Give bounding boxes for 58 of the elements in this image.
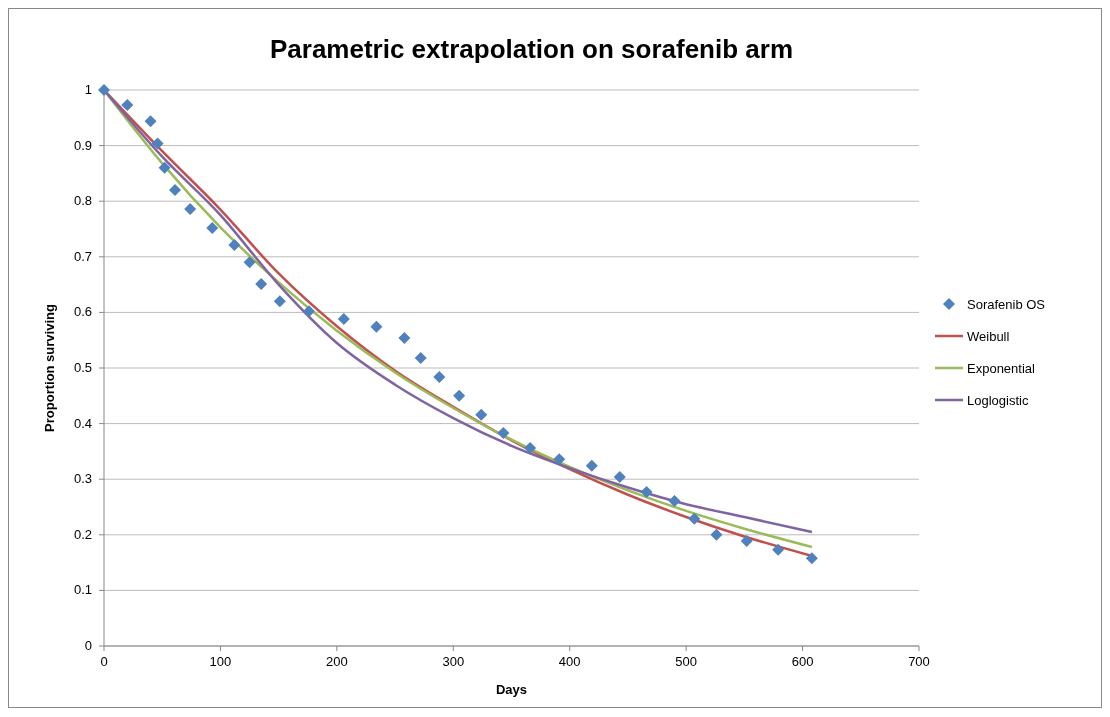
x-tick-label: 100 [209,654,232,669]
point [553,453,566,466]
point [453,389,466,402]
x-tick-label: 600 [791,654,814,669]
point [772,543,785,556]
point [169,184,182,197]
legend-label: Sorafenib OS [967,297,1046,312]
point [497,427,510,440]
y-axis-title: Proportion surviving [42,304,57,432]
point [740,534,753,547]
point [710,528,723,541]
y-tick-label: 0.8 [73,193,92,209]
point [475,408,488,421]
y-tick-label: 0.1 [73,582,92,598]
y-tick-label: 0.9 [73,137,92,153]
point [805,552,818,565]
legend-label: Weibull [967,329,1010,344]
x-tick-label: 700 [908,654,930,669]
point [98,84,110,96]
point [337,313,350,326]
point [243,256,256,269]
point [273,295,286,308]
y-tick-label: 0.3 [73,471,92,487]
x-tick-label: 300 [442,654,465,669]
point [585,459,598,472]
point [302,305,315,318]
point [613,470,626,483]
point [121,99,134,112]
y-tick-label: 0.4 [73,415,92,431]
point [144,115,157,128]
point [640,485,653,498]
y-tick-label: 0.5 [73,360,92,375]
point [206,221,219,234]
point [370,320,383,333]
point [228,239,241,252]
point [524,442,537,455]
legend-label: Exponential [967,361,1036,376]
point [433,370,446,383]
point [255,278,268,291]
y-tick-label: 0.2 [73,526,92,542]
point [668,494,681,507]
chart-title: Parametric extrapolation on sorafenib arm [269,34,794,64]
point [398,331,411,344]
legend-label: Loglogistic [967,393,1029,408]
x-tick-label: 200 [326,654,348,669]
y-tick-label: 0 [84,638,92,653]
point [158,161,171,174]
x-axis-title: Days [495,682,528,697]
x-tick-label: 500 [675,654,697,669]
y-tick-label: 0.7 [73,248,92,264]
x-tick-label: 0 [100,654,108,669]
point [414,351,427,364]
y-tick-label: 1 [84,82,92,97]
point [688,512,701,525]
point [184,202,197,215]
point [151,137,164,150]
x-tick-label: 400 [558,654,581,669]
y-tick-label: 0.6 [73,304,92,320]
